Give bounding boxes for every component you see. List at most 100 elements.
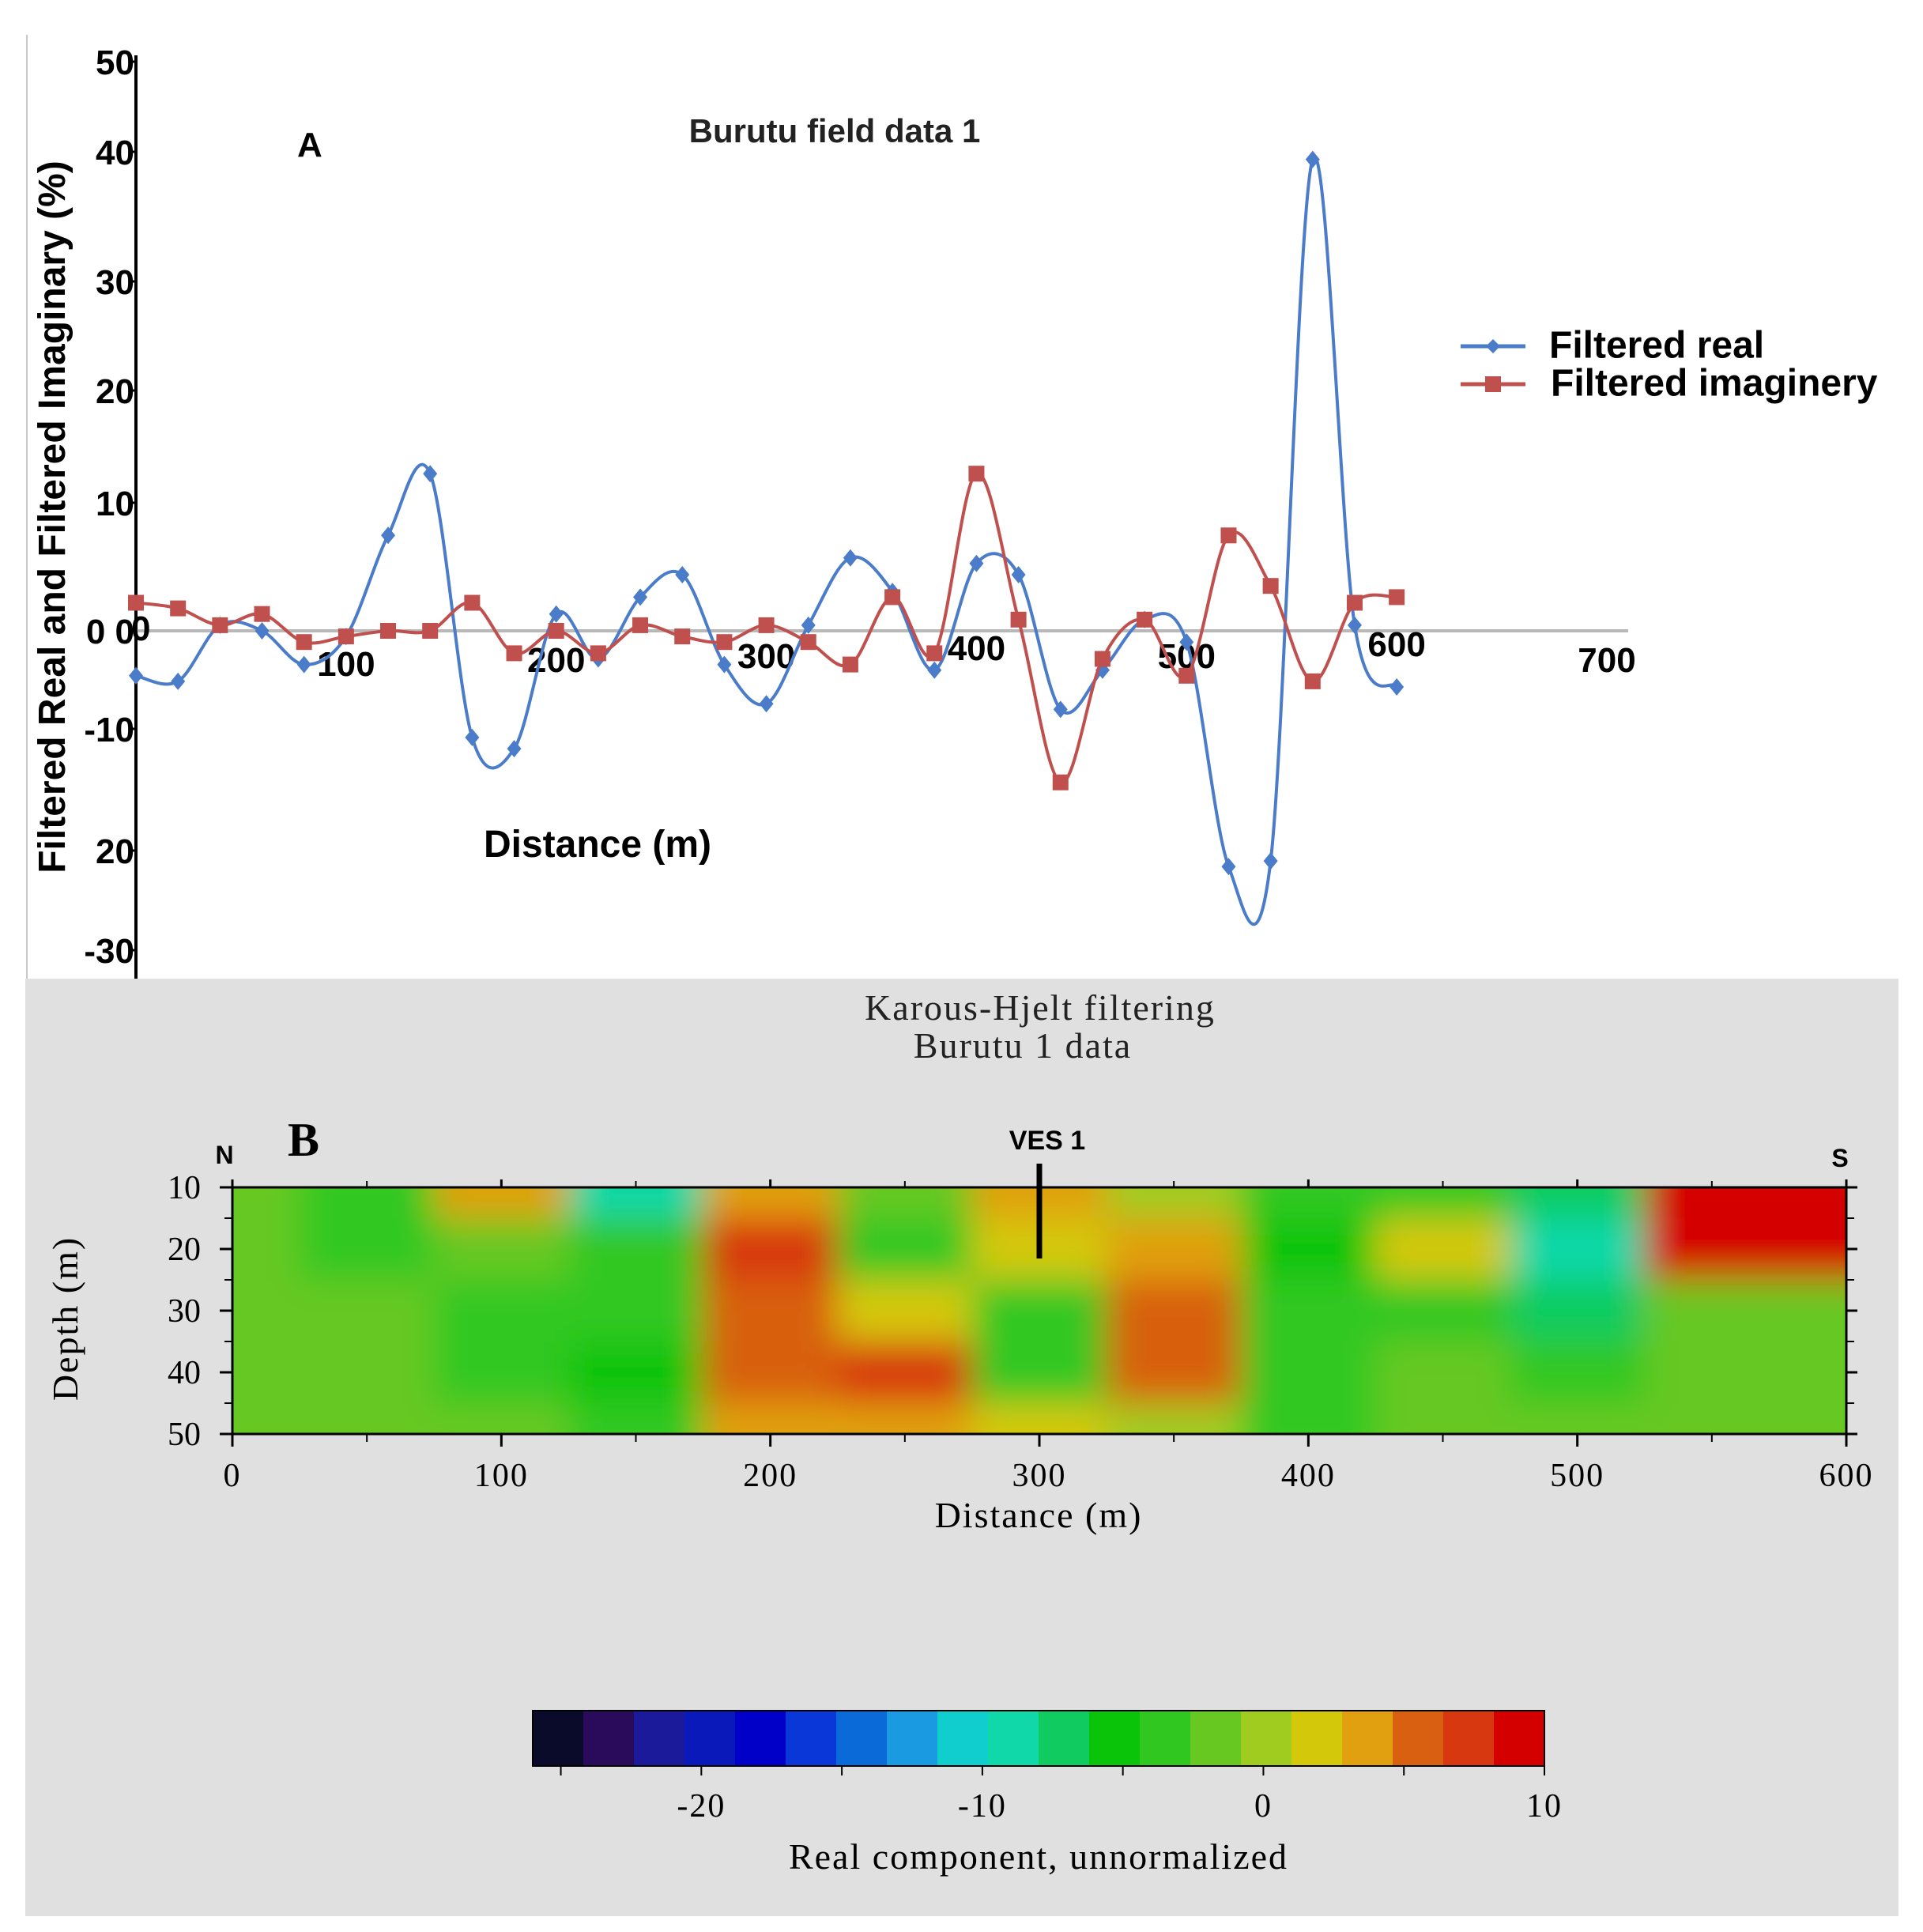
heatmap-cell xyxy=(1644,1403,1779,1434)
colorbar xyxy=(532,1710,1545,1767)
data-point-real xyxy=(717,655,732,674)
data-point-imaginary xyxy=(842,656,858,673)
heatmap-cell xyxy=(232,1341,300,1403)
data-point-imaginary xyxy=(1052,774,1069,791)
colorbar-swatch xyxy=(634,1711,685,1766)
data-point-real xyxy=(129,666,143,685)
data-point-real xyxy=(1179,633,1194,651)
heatmap-cell xyxy=(837,1187,972,1218)
heatmap-cell xyxy=(232,1280,300,1341)
x-tick-label-a: 100 xyxy=(317,645,375,684)
data-point-real xyxy=(423,465,438,483)
colorbar-frame xyxy=(532,1710,1545,1767)
heatmap-cell xyxy=(232,1403,300,1434)
heatmap-cell xyxy=(300,1218,435,1280)
heatmap-cell xyxy=(1644,1341,1779,1403)
heatmap-cell xyxy=(971,1403,1107,1434)
heatmap-cell xyxy=(1644,1187,1779,1218)
colorbar-label: Real component, unnormalized xyxy=(789,1836,1288,1877)
heatmap-cell xyxy=(1510,1280,1645,1341)
data-point-real xyxy=(381,526,396,545)
y-tick-label-b: 10 xyxy=(168,1170,201,1206)
colorbar-swatch xyxy=(836,1711,888,1766)
data-point-imaginary xyxy=(170,600,187,617)
data-point-imaginary xyxy=(1178,667,1195,684)
heatmap-cell xyxy=(568,1341,703,1403)
y-tick-label-a: 10 xyxy=(96,485,134,523)
x-tick-label-b: 600 xyxy=(1819,1458,1874,1494)
data-point-real xyxy=(171,672,186,690)
legend-label-real: Filtered real xyxy=(1549,325,1764,367)
data-point-imaginary xyxy=(380,623,397,639)
heatmap-cell xyxy=(703,1218,838,1280)
data-point-imaginary xyxy=(506,645,522,662)
heatmap-cell xyxy=(434,1187,569,1218)
heatmap-cell xyxy=(1107,1187,1242,1218)
heatmap-cell xyxy=(1778,1403,1846,1434)
x-tick-label-b: 500 xyxy=(1550,1458,1604,1494)
data-point-imaginary xyxy=(128,594,144,611)
data-point-real xyxy=(1305,150,1320,168)
data-point-imaginary xyxy=(632,617,649,633)
heatmap-cell xyxy=(837,1403,972,1434)
colorbar-swatch xyxy=(533,1711,584,1766)
heatmap-cell xyxy=(434,1403,569,1434)
x-tick-label-a: 0 xyxy=(131,609,150,648)
heatmap-cell xyxy=(1107,1403,1242,1434)
heatmap-cell xyxy=(1778,1280,1846,1341)
colorbar-swatch xyxy=(937,1711,989,1766)
heatmap-cell xyxy=(568,1280,703,1341)
data-point-real xyxy=(1053,700,1068,719)
y-tick-label-a: 20 xyxy=(96,372,134,411)
heatmap-cell xyxy=(703,1403,838,1434)
heatmap-cell xyxy=(1241,1187,1376,1218)
data-point-imaginary xyxy=(1010,611,1027,628)
data-point-real xyxy=(1263,852,1278,870)
heatmap-cell xyxy=(232,1218,300,1280)
data-point-imaginary xyxy=(884,589,901,606)
heatmap-cell xyxy=(1107,1218,1242,1280)
north-label: N xyxy=(215,1141,233,1169)
heatmap-cell xyxy=(1375,1341,1510,1403)
colorbar-tick-label: 0 xyxy=(1254,1788,1273,1824)
data-point-real xyxy=(675,566,690,583)
x-axis-label-a: Distance (m) xyxy=(484,824,711,866)
x-axis-label-b: Distance (m) xyxy=(935,1495,1143,1535)
heatmap-cell xyxy=(1375,1280,1510,1341)
heatmap-cell xyxy=(1107,1280,1242,1341)
data-point-imaginary xyxy=(337,628,354,645)
colorbar-swatch xyxy=(1190,1711,1242,1766)
panel-label-b: B xyxy=(288,1114,319,1166)
x-tick-label-a: 700 xyxy=(1578,641,1635,680)
heatmap-cell xyxy=(434,1280,569,1341)
data-point-real xyxy=(1389,678,1405,696)
colorbar-swatch xyxy=(1443,1711,1495,1766)
data-point-imaginary xyxy=(1346,594,1363,611)
heatmap-cell xyxy=(703,1187,838,1218)
heatmap-cell xyxy=(837,1341,972,1403)
y-tick-label-a: -30 xyxy=(84,932,134,971)
data-point-imaginary xyxy=(968,466,985,482)
data-point-imaginary xyxy=(548,623,564,639)
data-point-real xyxy=(549,605,564,623)
heatmap-cell xyxy=(434,1218,569,1280)
ves-1-label: VES 1 xyxy=(1009,1126,1085,1156)
data-point-real xyxy=(969,554,984,572)
panel-a-background xyxy=(25,32,958,987)
heatmap-cell xyxy=(568,1403,703,1434)
south-label: S xyxy=(1831,1144,1848,1172)
chart-title-a: Burutu field data 1 xyxy=(689,112,981,149)
heatmap-cell xyxy=(703,1341,838,1403)
data-point-real xyxy=(465,728,480,746)
data-point-real xyxy=(255,622,270,640)
data-point-imaginary xyxy=(1304,673,1321,689)
x-tick-label-a: 400 xyxy=(948,629,1005,668)
heatmap-cell xyxy=(300,1403,435,1434)
data-point-imaginary xyxy=(422,623,439,639)
heatmap-cell xyxy=(568,1187,703,1218)
colorbar-swatch xyxy=(1393,1711,1444,1766)
heatmap-cell xyxy=(1375,1187,1510,1218)
heatmap-cell xyxy=(434,1341,569,1403)
